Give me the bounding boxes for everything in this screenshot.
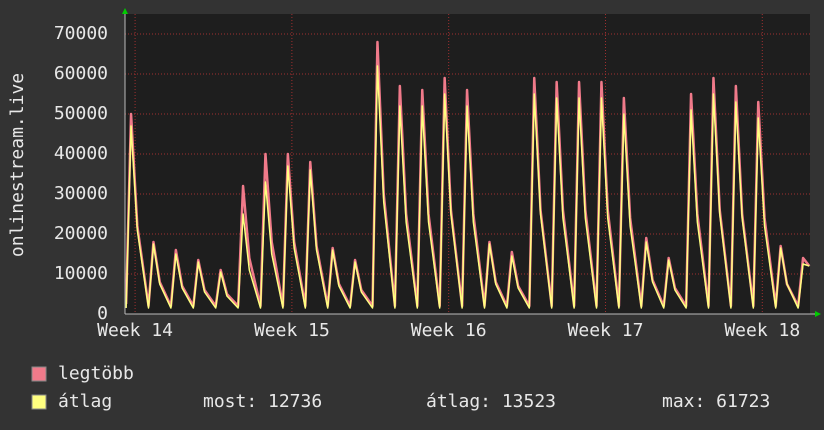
legend-swatch (31, 394, 47, 410)
stat-label: max: (662, 391, 705, 412)
x-tick-label: Week 15 (254, 320, 330, 341)
stat: átlag: 13523 (426, 391, 556, 412)
series-line (125, 65, 810, 309)
legend: legtöbb átlag most: 12736 átlag: 13523 max: 617… (31, 363, 770, 412)
x-tick-label: Week 18 (724, 320, 800, 341)
y-tick-label: 0 (97, 303, 108, 324)
stat-value: 13523 (502, 391, 556, 412)
legend-label: átlag (58, 391, 112, 412)
y-tick-label: 50000 (54, 103, 108, 124)
y-axis-title: onlinestream.live (7, 73, 28, 257)
y-tick-label: 40000 (54, 143, 108, 164)
stat-label: átlag: (426, 391, 491, 412)
y-tick-label: 70000 (54, 23, 108, 44)
y-tick-label: 30000 (54, 183, 108, 204)
y-tick-label: 60000 (54, 63, 108, 84)
legend-swatch (31, 366, 47, 382)
x-tick-label: Week 17 (568, 320, 644, 341)
x-tick-label: Week 14 (97, 320, 173, 341)
axis-arrow (122, 8, 128, 14)
x-tick-label: Week 16 (411, 320, 487, 341)
y-tick-label: 20000 (54, 223, 108, 244)
stat-label: most: (203, 391, 257, 412)
marks (124, 40, 811, 309)
plot-area (125, 14, 810, 314)
stat-value: 12736 (268, 391, 322, 412)
stat: most: 12736 (203, 391, 322, 412)
stat-value: 61723 (716, 391, 770, 412)
stat: max: 61723 (662, 391, 770, 412)
axis-arrow (815, 311, 821, 317)
legend-label: legtöbb (58, 363, 134, 384)
y-tick-label: 10000 (54, 263, 108, 284)
